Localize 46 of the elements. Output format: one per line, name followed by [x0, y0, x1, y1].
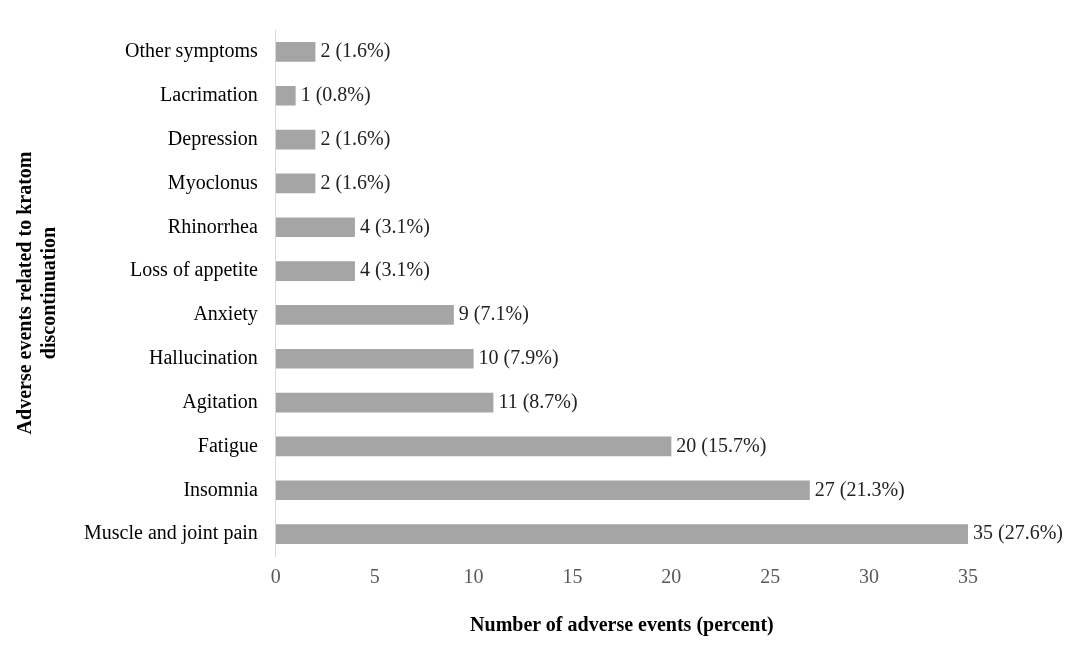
- bar: [275, 480, 810, 501]
- y-tick-label: Lacrimation: [160, 83, 258, 105]
- y-tick-label: Loss of appetite: [130, 258, 258, 282]
- bar: [275, 305, 454, 325]
- x-tick-label: 15: [562, 565, 583, 588]
- data-label: 27 (21.3%): [814, 477, 905, 501]
- y-tick-label: Other symptoms: [125, 39, 259, 63]
- y-tick-label: Hallucination: [149, 346, 258, 368]
- x-axis-title: Number of adverse events (percent): [470, 613, 774, 637]
- data-label: 2 (1.6%): [320, 126, 391, 150]
- data-label: 2 (1.6%): [320, 170, 391, 194]
- y-tick-label: Agitation: [182, 389, 258, 413]
- bar: [275, 524, 968, 544]
- bar: [275, 85, 296, 106]
- bar: [275, 392, 494, 413]
- y-axis-title: Adverse events related to kratom discontinuation: [13, 151, 60, 435]
- data-label: 4 (3.1%): [359, 258, 430, 282]
- x-tick-label: 0: [270, 565, 281, 588]
- y-tick-label: Fatigue: [197, 433, 258, 457]
- x-tick-label: 20: [661, 565, 682, 588]
- y-tick-label: Depression: [167, 126, 258, 150]
- data-label: 1 (0.8%): [300, 83, 371, 106]
- data-label: 11 (8.7%): [498, 389, 578, 413]
- x-tick-label: 35: [958, 565, 978, 588]
- bar: [275, 42, 316, 62]
- data-label: 2 (1.6%): [320, 39, 391, 63]
- x-tick-label: 30: [859, 565, 880, 588]
- bar: [275, 129, 316, 150]
- data-label: 4 (3.1%): [359, 214, 430, 238]
- x-tick-label: 5: [369, 565, 380, 588]
- y-tick-label: Muscle and joint pain: [84, 521, 258, 545]
- bar: [275, 436, 672, 457]
- x-tick-label: 25: [760, 565, 781, 588]
- data-label: 10 (7.9%): [478, 346, 559, 369]
- bar: [275, 348, 474, 369]
- y-tick-label: Myoclonus: [167, 170, 259, 194]
- y-tick-label: Rhinorrhea: [167, 214, 258, 237]
- data-label: 35 (27.6%): [973, 521, 1063, 545]
- data-label: 20 (15.7%): [676, 433, 767, 457]
- y-tick-label: Anxiety: [193, 302, 258, 326]
- data-label: 9 (7.1%): [458, 302, 529, 326]
- bar: [275, 217, 355, 238]
- y-tick-label: Insomnia: [183, 477, 258, 500]
- x-tick-label: 10: [463, 565, 484, 588]
- bar: [275, 173, 316, 194]
- bar: [275, 261, 355, 281]
